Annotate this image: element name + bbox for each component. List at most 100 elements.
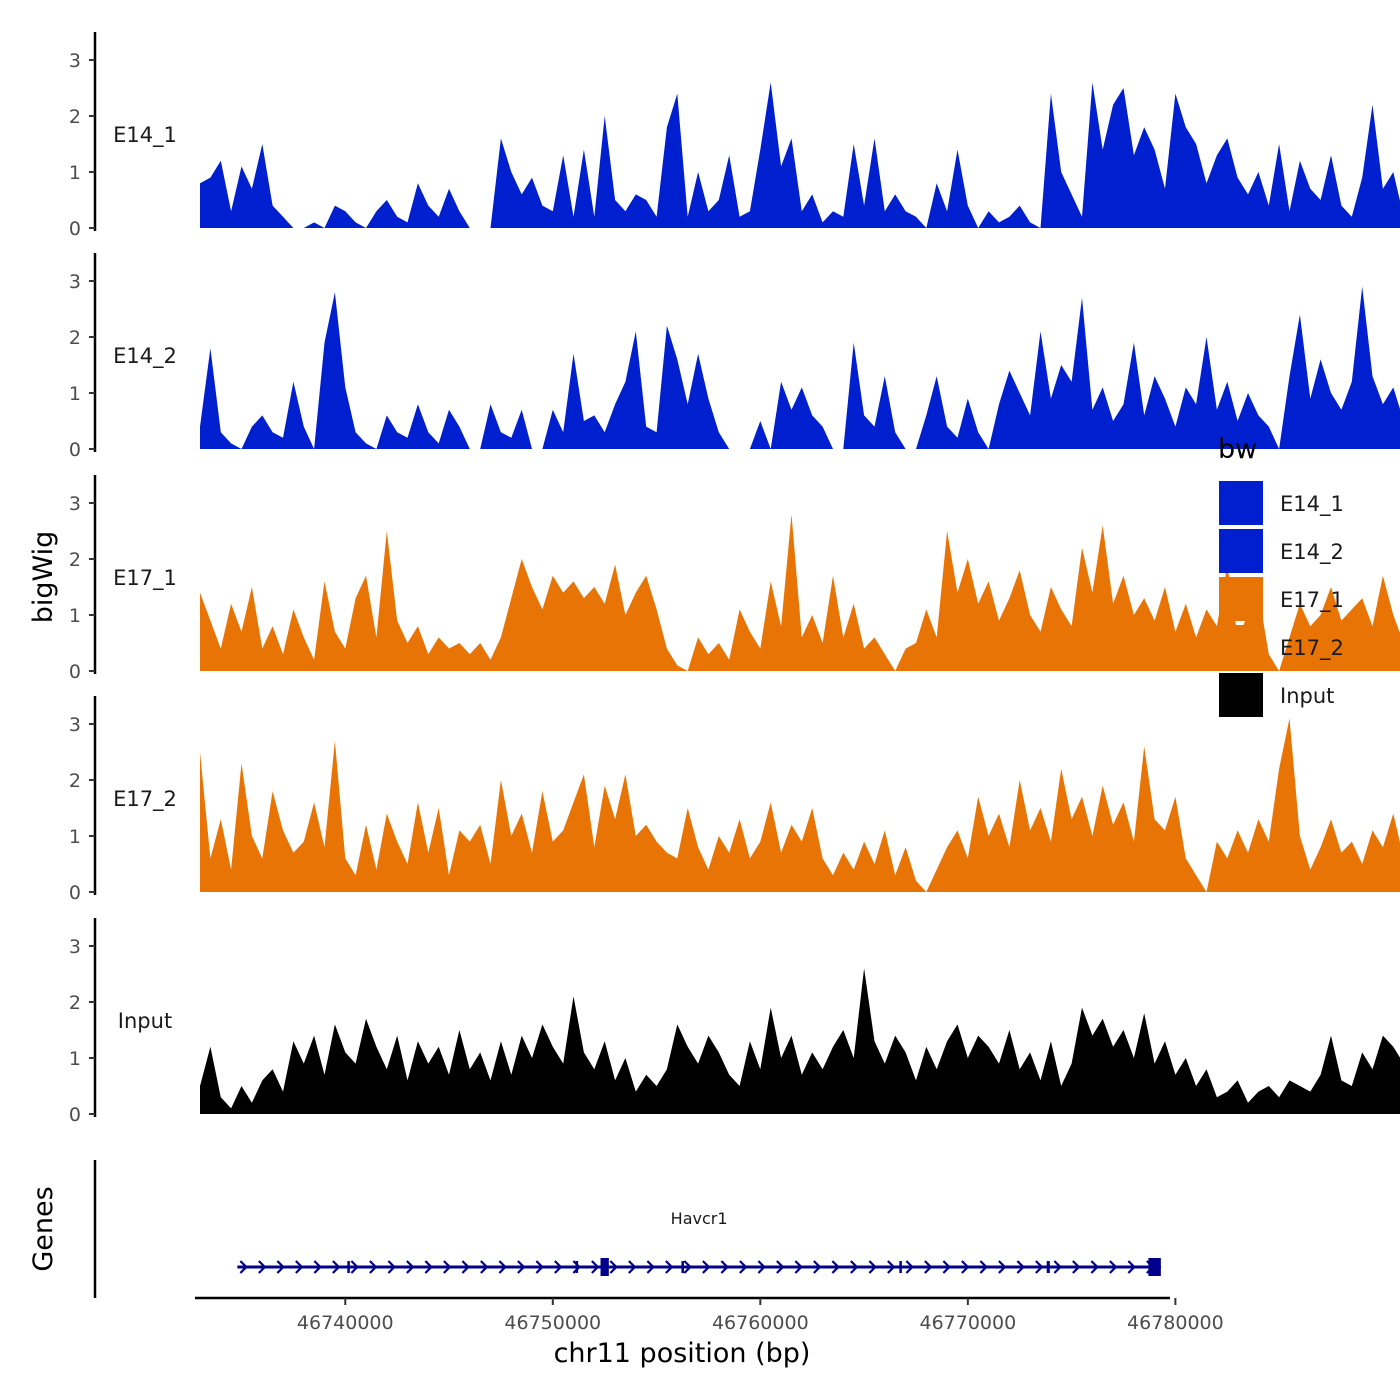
- coverage-area-e17_1: [200, 514, 1400, 671]
- legend-swatch: [1219, 625, 1263, 669]
- exon: [681, 1261, 684, 1273]
- strand-arrow: [1035, 1260, 1044, 1274]
- y-axis-title: bigWig: [28, 531, 59, 624]
- track-e17_1: 0 1 2 3 E17_1: [69, 475, 1400, 683]
- legend-label: E14_1: [1280, 492, 1344, 517]
- strand-arrow: [813, 1260, 822, 1274]
- track-e14_1: 0 1 2 3 E14_1: [69, 32, 1400, 240]
- strand-arrow: [739, 1260, 748, 1274]
- y-tick-label: 1: [69, 383, 81, 405]
- strand-arrow: [776, 1260, 785, 1274]
- y-tick-label: 3: [69, 493, 81, 515]
- legend-item: E17_2: [1219, 625, 1344, 669]
- legend-item: E17_1: [1219, 577, 1344, 621]
- strand-arrow: [628, 1260, 637, 1274]
- coverage-area-e17_2: [200, 718, 1400, 892]
- gene-track-title: Genes: [28, 1186, 59, 1271]
- y-tick-label: 2: [69, 106, 81, 128]
- track-label: E17_2: [113, 787, 177, 812]
- y-tick-label: 0: [69, 218, 81, 240]
- y-tick-label: 1: [69, 605, 81, 627]
- legend-swatch: [1219, 577, 1263, 621]
- strand-arrow: [1072, 1260, 1081, 1274]
- strand-arrow: [609, 1260, 618, 1274]
- legend-swatch: [1219, 481, 1263, 525]
- y-tick-label: 3: [69, 50, 81, 72]
- y-tick-label: 0: [69, 439, 81, 461]
- legend-item: E14_2: [1219, 529, 1344, 573]
- y-tick-label: 3: [69, 714, 81, 736]
- strand-arrow: [942, 1260, 951, 1274]
- exon: [347, 1261, 350, 1273]
- strand-arrow: [332, 1260, 341, 1274]
- track-e14_2: 0 1 2 3 E14_2: [69, 253, 1400, 461]
- legend-label: Input: [1280, 684, 1334, 708]
- strand-arrow: [517, 1260, 526, 1274]
- strand-arrow: [387, 1260, 396, 1274]
- strand-arrow: [406, 1260, 415, 1274]
- strand-arrow: [369, 1260, 378, 1274]
- strand-arrow: [313, 1260, 322, 1274]
- strand-arrow: [683, 1260, 692, 1274]
- x-tick-label: 46770000: [919, 1312, 1016, 1334]
- track-label: E14_1: [113, 123, 177, 148]
- track-label: E17_1: [113, 566, 177, 591]
- track-input: 0 1 2 3 Input: [69, 918, 1400, 1126]
- strand-arrow: [591, 1260, 600, 1274]
- strand-arrow: [554, 1260, 563, 1274]
- strand-arrow: [461, 1260, 470, 1274]
- y-tick-label: 1: [69, 162, 81, 184]
- strand-arrow: [905, 1260, 914, 1274]
- legend-item: E14_1: [1219, 481, 1344, 525]
- strand-arrow: [498, 1260, 507, 1274]
- strand-arrow: [1090, 1260, 1099, 1274]
- gene-track: Havcr1: [93, 1160, 1161, 1298]
- strand-arrow: [924, 1260, 933, 1274]
- strand-arrow: [831, 1260, 840, 1274]
- strand-arrow: [868, 1260, 877, 1274]
- legend-label: E17_1: [1280, 588, 1344, 613]
- x-tick-label: 46750000: [504, 1312, 601, 1334]
- strand-arrow: [1053, 1260, 1062, 1274]
- track-label: Input: [118, 1009, 172, 1033]
- exon: [575, 1261, 579, 1273]
- signal-tracks: 0 1 2 3 E14_1 0 1 2 3 E14_2 0 1 2 3 E17_1 0 1 2 3 E17_2 0 1 2 3…: [69, 32, 1400, 1126]
- y-tick-label: 0: [69, 1104, 81, 1126]
- coverage-area-input: [200, 968, 1400, 1114]
- legend-item: Input: [1219, 673, 1334, 717]
- legend-title: bw: [1218, 434, 1257, 465]
- exon: [600, 1258, 609, 1276]
- exon: [899, 1261, 902, 1273]
- strand-arrow: [887, 1260, 896, 1274]
- strand-arrow: [572, 1260, 581, 1274]
- strand-arrow: [350, 1260, 359, 1274]
- gene-name-label: Havcr1: [671, 1209, 728, 1228]
- y-tick-label: 3: [69, 271, 81, 293]
- coverage-area-e14_2: [200, 286, 1400, 449]
- y-tick-label: 2: [69, 549, 81, 571]
- y-tick-label: 2: [69, 327, 81, 349]
- exon: [1046, 1261, 1050, 1273]
- legend: bw E14_1 E14_2 E17_1 E17_2 Input: [1218, 434, 1344, 717]
- legend-label: E14_2: [1280, 540, 1344, 565]
- strand-arrow: [961, 1260, 970, 1274]
- exon: [1148, 1258, 1161, 1276]
- strand-arrow: [535, 1260, 544, 1274]
- y-tick-label: 0: [69, 882, 81, 904]
- x-axis: 46740000 46750000 46760000 46770000 46780000: [195, 1296, 1224, 1334]
- y-tick-label: 2: [69, 770, 81, 792]
- strand-arrow: [424, 1260, 433, 1274]
- x-axis-title: chr11 position (bp): [554, 1338, 811, 1369]
- strand-arrow: [276, 1260, 285, 1274]
- y-tick-label: 0: [69, 661, 81, 683]
- strand-arrow: [646, 1260, 655, 1274]
- strand-arrow: [665, 1260, 674, 1274]
- strand-arrow: [239, 1260, 248, 1274]
- strand-arrow: [757, 1260, 766, 1274]
- strand-arrow: [1109, 1260, 1118, 1274]
- track-e17_2: 0 1 2 3 E17_2: [69, 696, 1400, 904]
- legend-label: E17_2: [1280, 636, 1344, 661]
- x-tick-label: 46780000: [1127, 1312, 1224, 1334]
- x-tick-label: 46740000: [297, 1312, 394, 1334]
